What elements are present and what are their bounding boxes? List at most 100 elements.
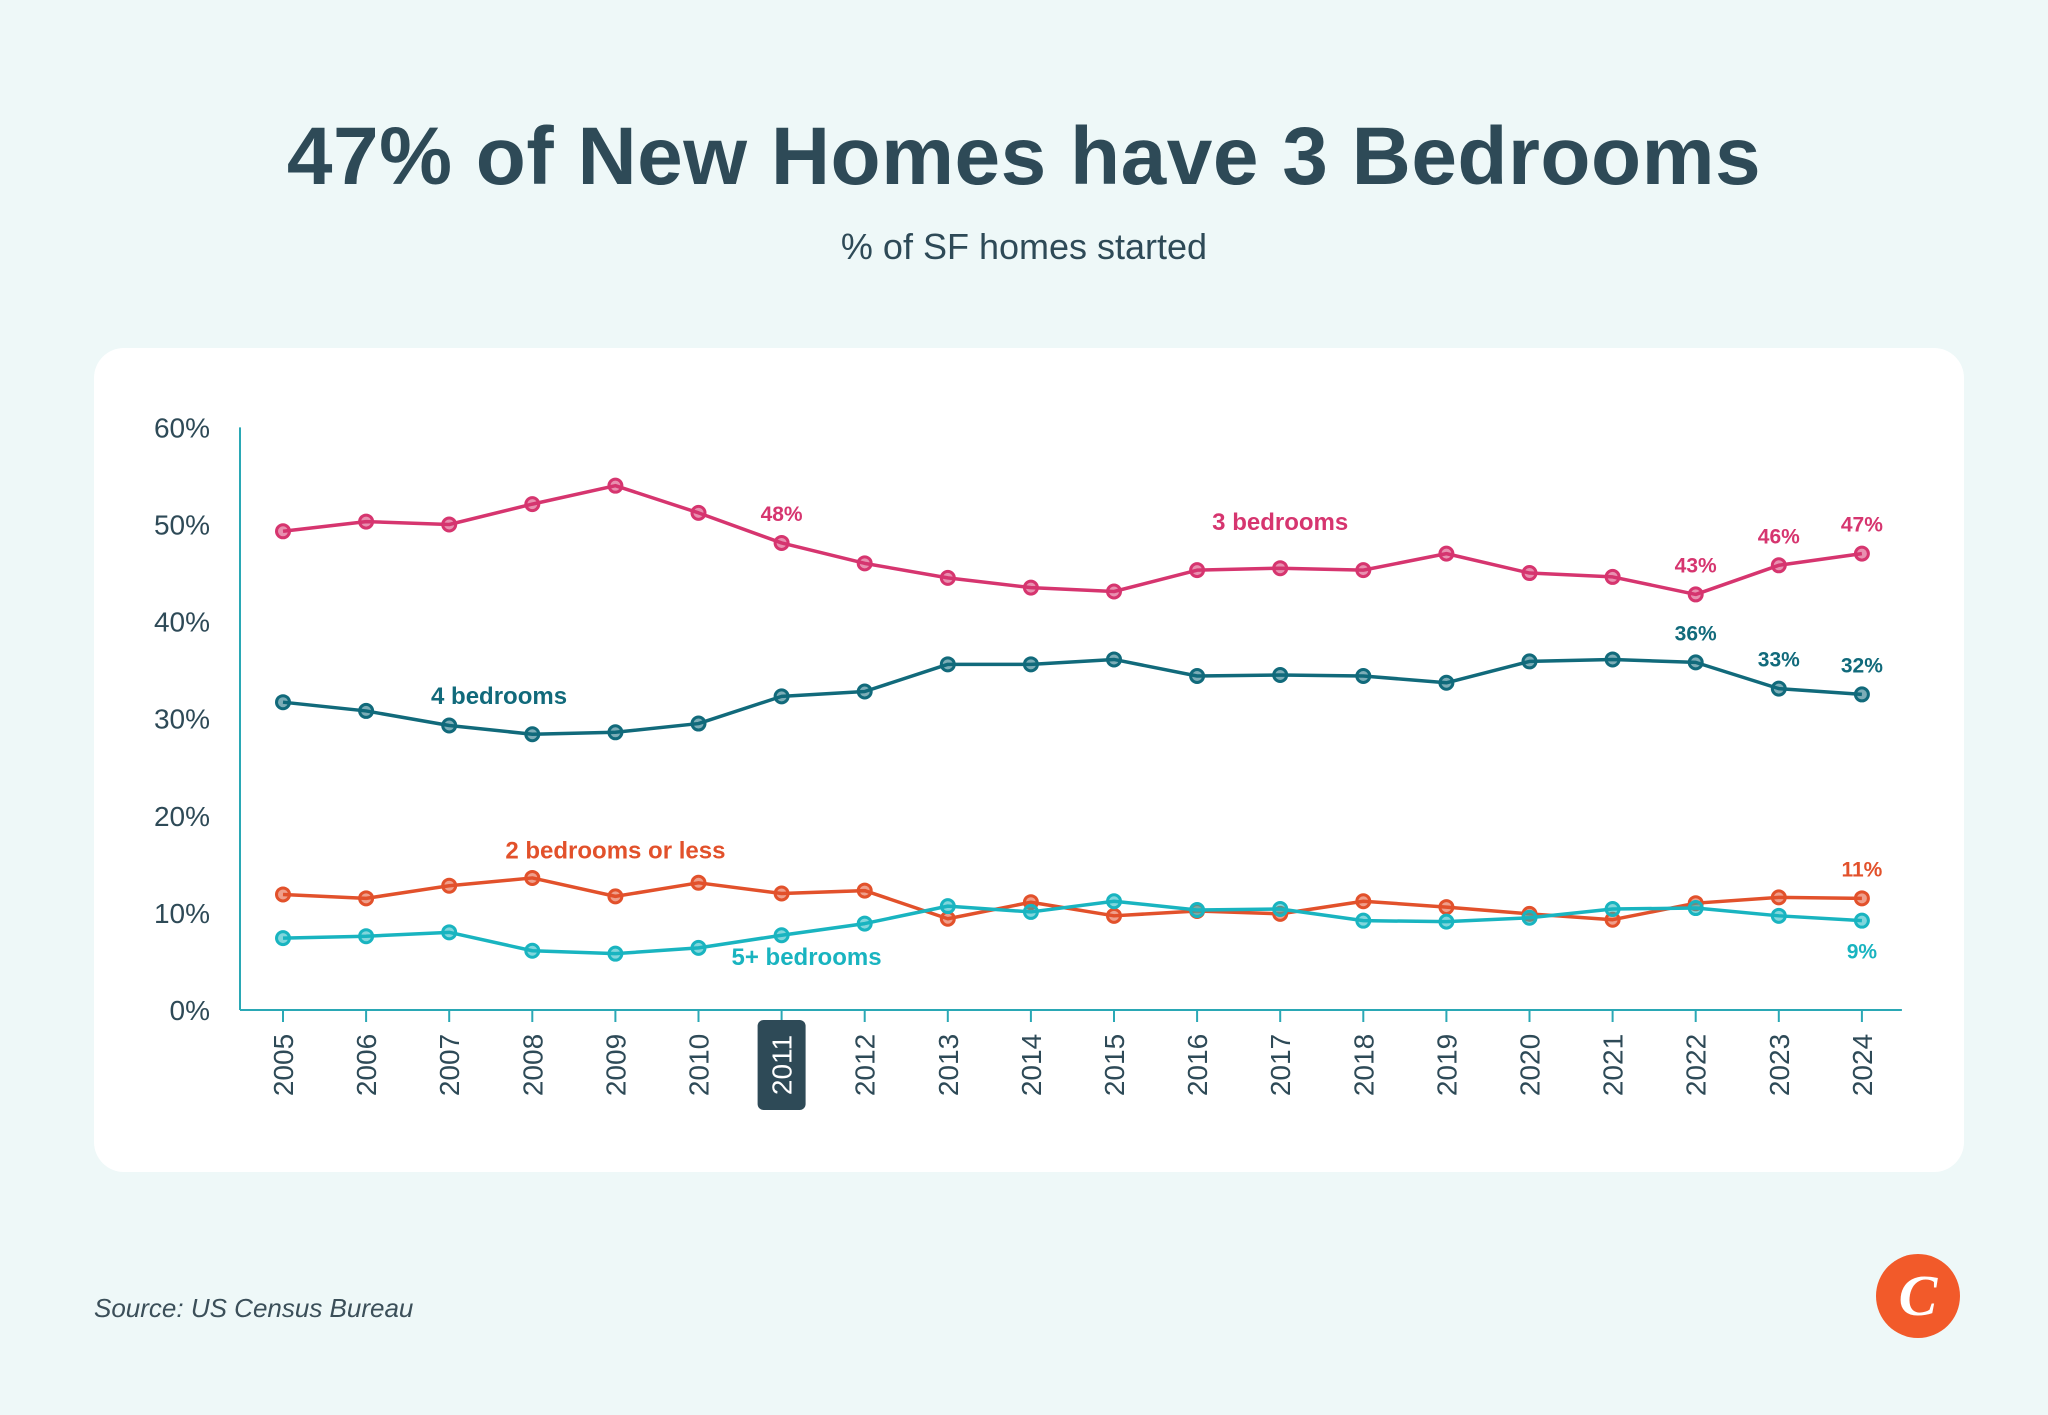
- data-point-5-bedrooms: [1770, 907, 1787, 924]
- x-tick-group: 2017: [1265, 1034, 1296, 1096]
- data-point-5-bedrooms: [441, 924, 458, 941]
- x-tick-group: 2009: [600, 1034, 631, 1096]
- x-tick-label: 2017: [1265, 1034, 1296, 1096]
- x-tick-label: 2011: [767, 1035, 798, 1095]
- data-point-5-bedrooms: [1853, 912, 1870, 929]
- y-tick-label: 50%: [154, 510, 210, 541]
- data-point-4-bedrooms: [690, 715, 707, 732]
- x-tick-label: 2010: [684, 1034, 715, 1096]
- x-tick-label: 2022: [1681, 1034, 1712, 1096]
- x-tick-label: 2006: [351, 1034, 382, 1096]
- series-name-label: 3 bedrooms: [1212, 509, 1348, 536]
- data-point-5-bedrooms: [773, 927, 790, 944]
- series-line-2-bedrooms-or-less: [282, 876, 1862, 922]
- x-tick-group: 2019: [1431, 1034, 1462, 1096]
- source-note: Source: US Census Bureau: [94, 1293, 414, 1323]
- data-point-4-bedrooms: [1355, 667, 1372, 684]
- x-tick-group: 2016: [1182, 1034, 1213, 1096]
- chart-card: [94, 348, 1964, 1172]
- data-point-4-bedrooms: [939, 656, 956, 673]
- x-tick-label: 2014: [1016, 1034, 1047, 1096]
- data-value-label: 11%: [1841, 858, 1882, 881]
- data-value-label: 48%: [761, 503, 803, 526]
- data-point-3-bedrooms: [1106, 583, 1122, 600]
- data-point-2-bedrooms-or-less: [1438, 899, 1455, 916]
- data-point-3-bedrooms: [275, 523, 291, 540]
- data-point-3-bedrooms: [524, 496, 541, 513]
- x-tick-group: 2024: [1847, 1034, 1878, 1096]
- data-point-5-bedrooms: [1355, 912, 1372, 929]
- data-point-5-bedrooms: [607, 945, 624, 962]
- data-point-2-bedrooms-or-less: [275, 886, 291, 903]
- data-point-5-bedrooms: [1189, 901, 1206, 918]
- data-value-label: 32%: [1841, 654, 1883, 677]
- data-point-3-bedrooms: [358, 513, 375, 530]
- y-tick-label: 30%: [154, 704, 210, 735]
- highlighted-year-badge: [757, 1020, 806, 1110]
- data-point-3-bedrooms: [690, 504, 707, 521]
- x-tick-group: 2023: [1764, 1034, 1795, 1096]
- data-point-2-bedrooms-or-less: [1106, 907, 1122, 924]
- data-point-5-bedrooms: [1438, 913, 1455, 930]
- x-tick-group: 2014: [1016, 1034, 1047, 1096]
- y-tick-label: 40%: [154, 607, 210, 638]
- y-tick-label: 0%: [170, 995, 210, 1026]
- x-tick-label: 2021: [1598, 1034, 1629, 1096]
- data-point-4-bedrooms: [275, 694, 291, 711]
- series-name-label: 2 bedrooms or less: [505, 837, 725, 864]
- data-point-4-bedrooms: [1189, 667, 1206, 684]
- data-point-5-bedrooms: [690, 939, 707, 956]
- data-point-2-bedrooms-or-less: [524, 869, 541, 886]
- x-tick-label: 2020: [1515, 1034, 1546, 1096]
- data-point-5-bedrooms: [358, 928, 375, 945]
- data-point-3-bedrooms: [1022, 579, 1039, 596]
- data-point-5-bedrooms: [1106, 893, 1122, 910]
- x-tick-label: 2013: [933, 1034, 964, 1096]
- data-point-3-bedrooms: [939, 569, 956, 586]
- data-point-4-bedrooms: [1106, 651, 1122, 668]
- data-point-3-bedrooms: [856, 555, 873, 572]
- data-value-label: 47%: [1841, 514, 1883, 537]
- data-point-3-bedrooms: [1521, 565, 1538, 582]
- series-line-3-bedrooms: [282, 483, 1863, 597]
- data-value-label: 43%: [1675, 554, 1717, 577]
- y-tick-label: 10%: [154, 898, 210, 929]
- x-tick-label: 2019: [1431, 1034, 1462, 1096]
- x-tick-label: 2008: [517, 1034, 548, 1096]
- series-line-5-bedrooms: [282, 899, 1863, 956]
- x-tick-label: 2024: [1847, 1034, 1878, 1096]
- data-point-2-bedrooms-or-less: [441, 877, 458, 894]
- data-point-4-bedrooms: [1687, 654, 1704, 671]
- y-tick-label: 20%: [154, 801, 210, 832]
- x-tick-group: 2022: [1681, 1034, 1712, 1096]
- x-tick-group: 2007: [434, 1034, 465, 1096]
- data-point-3-bedrooms: [1355, 562, 1372, 579]
- data-point-3-bedrooms: [1853, 545, 1870, 562]
- x-tick-label: 2015: [1099, 1034, 1130, 1096]
- x-tick-label: 2009: [600, 1034, 631, 1096]
- data-point-3-bedrooms: [1770, 557, 1787, 574]
- chart-subtitle: % of SF homes started: [840, 226, 1208, 267]
- data-value-label: 9%: [1847, 941, 1878, 964]
- data-point-2-bedrooms-or-less: [939, 910, 956, 927]
- data-point-4-bedrooms: [1438, 674, 1455, 691]
- x-tick-label: 2007: [434, 1034, 465, 1096]
- data-point-4-bedrooms: [1272, 667, 1289, 684]
- x-tick-group: 2005: [268, 1034, 299, 1096]
- data-point-2-bedrooms-or-less: [690, 874, 707, 891]
- x-tick-label: 2023: [1764, 1034, 1795, 1096]
- data-point-4-bedrooms: [773, 688, 790, 705]
- data-point-3-bedrooms: [1687, 586, 1704, 603]
- data-point-4-bedrooms: [1853, 686, 1870, 703]
- x-tick-group: 2011: [757, 1020, 806, 1110]
- data-point-5-bedrooms: [1687, 900, 1704, 917]
- x-tick-group: 2021: [1598, 1034, 1629, 1096]
- data-point-3-bedrooms: [1272, 560, 1289, 577]
- data-point-4-bedrooms: [607, 724, 624, 741]
- y-axis-ticks: 0% 10% 20% 30% 40% 50% 60%: [154, 412, 210, 1026]
- data-point-2-bedrooms-or-less: [607, 888, 624, 905]
- x-tick-group: 2020: [1515, 1034, 1546, 1096]
- chart-annotations: 3 bedrooms 48% 43% 46% 47% 4 bedrooms 36% 33% 32…: [431, 503, 1883, 971]
- data-value-label: 33%: [1758, 649, 1800, 672]
